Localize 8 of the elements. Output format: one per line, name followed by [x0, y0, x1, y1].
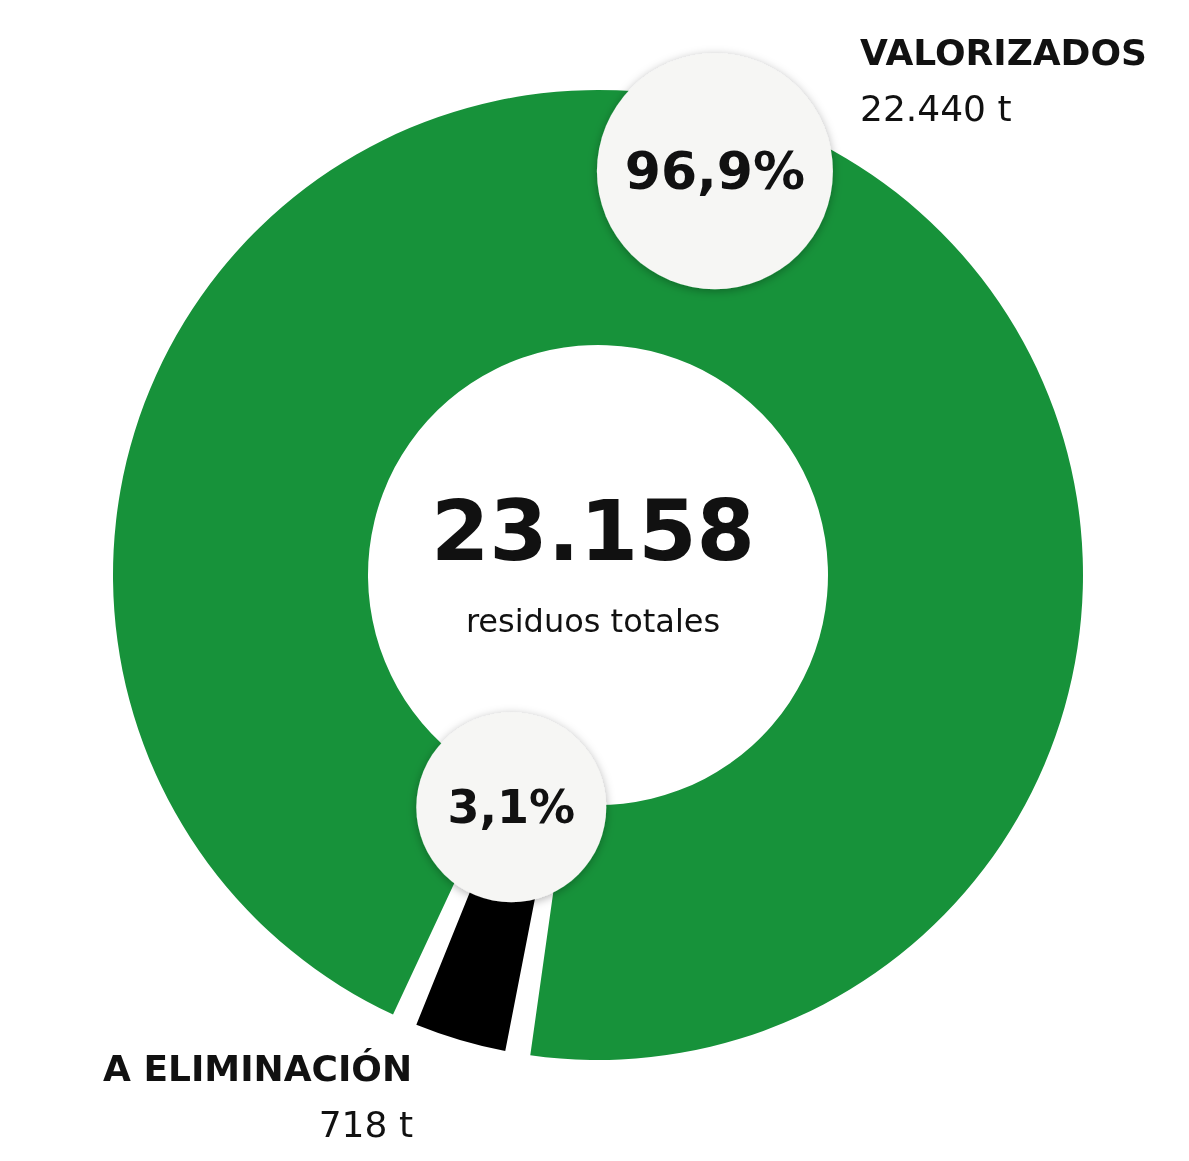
data-label: 96,9% [624, 141, 806, 202]
slice-label: VALORIZADOS [860, 32, 1148, 73]
data-label: 3,1% [447, 780, 576, 835]
text: residuos totales [465, 602, 721, 640]
text: 718 t [317, 1104, 413, 1145]
text: 23.158 [430, 482, 756, 580]
text: 22.440 t [860, 88, 1013, 129]
slice-label: A ELIMINACIÓN [103, 1048, 413, 1089]
